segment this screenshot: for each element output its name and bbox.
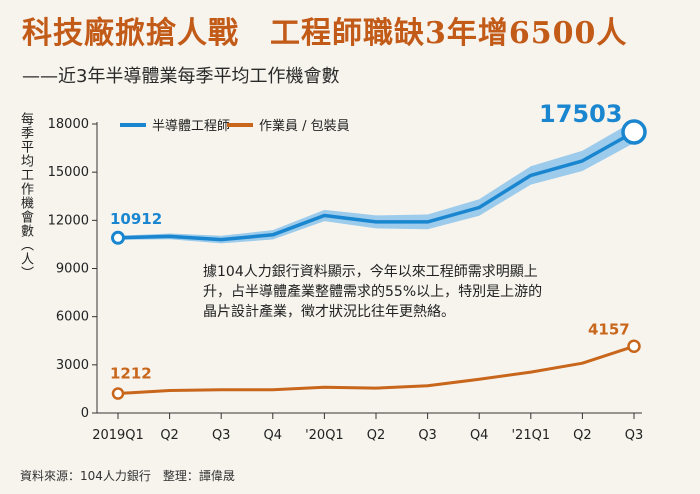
annotation-text: 據104人力銀行資料顯示，今年以來工程師需求明顯上升，占半導體產業整體需求的55… xyxy=(203,264,543,320)
x-tick-label: Q4 xyxy=(264,428,283,443)
engineer-end-point xyxy=(621,119,647,145)
operator-start-point xyxy=(111,387,125,400)
operator-start-value-label: 1212 xyxy=(110,365,152,383)
x-tick-label: Q4 xyxy=(470,428,489,443)
source-note: 資料來源：104人力銀行 整理：譚偉晟 xyxy=(20,469,235,483)
x-tick-label: Q2 xyxy=(160,428,179,443)
x-tick-label: Q3 xyxy=(418,428,437,443)
legend-engineer-label: 半導體工程師 xyxy=(152,119,230,134)
operator-series-line xyxy=(117,344,635,395)
y-tick-label: 3000 xyxy=(56,358,89,373)
y-tick-label: 18000 xyxy=(48,117,89,132)
y-tick-label: 12000 xyxy=(48,213,89,228)
x-tick-label: 2019Q1 xyxy=(92,428,144,443)
chart-subtitle: ——近3年半導體業每季平均工作機會數 xyxy=(22,66,340,87)
x-tick-label: Q3 xyxy=(212,428,231,443)
y-axis-label: 每季平均工作機會數（人） xyxy=(18,112,33,280)
legend-operator-label: 作業員 / 包裝員 xyxy=(259,118,350,134)
engineer-end-value-label: 17503 xyxy=(539,100,623,128)
x-tick-label: '20Q1 xyxy=(305,428,344,443)
engineer-start-value-label: 10912 xyxy=(110,210,162,228)
y-tick-label: 6000 xyxy=(56,310,89,325)
y-tick-label: 0 xyxy=(81,406,89,421)
x-tick-label: Q2 xyxy=(573,428,592,443)
operator-end-value-label: 4157 xyxy=(588,320,630,338)
y-tick-label: 9000 xyxy=(56,262,89,277)
engineer-series-line xyxy=(117,130,635,242)
chart-title: 科技廠掀搶人戰 工程師職缺3年增6500人 xyxy=(22,16,628,51)
operator-end-point xyxy=(627,339,641,354)
x-tick-label: Q3 xyxy=(625,428,644,443)
x-tick-label: Q2 xyxy=(367,428,386,443)
engineer-series-band xyxy=(118,121,634,244)
engineer-start-point xyxy=(111,230,125,245)
y-tick-label: 15000 xyxy=(48,165,89,180)
x-tick-label: '21Q1 xyxy=(511,428,550,443)
